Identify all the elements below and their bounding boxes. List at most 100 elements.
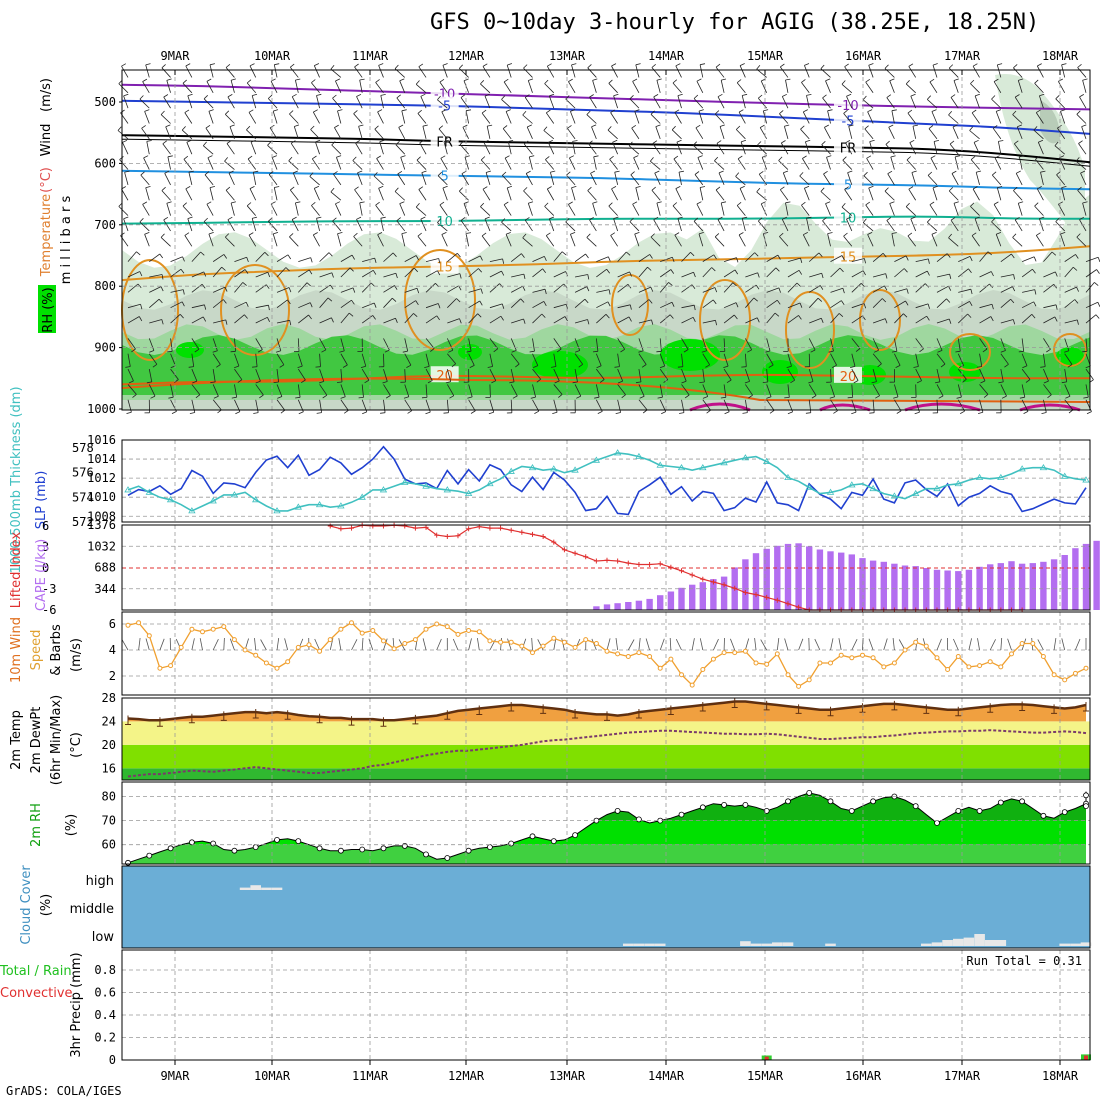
rh-marker <box>125 859 131 866</box>
wind-barb-flag <box>415 300 419 306</box>
temp-minmax-whisker <box>891 700 898 711</box>
wind-barb <box>141 128 150 140</box>
wind-barb-flag <box>635 63 641 66</box>
wind-barb-flag <box>1018 201 1024 204</box>
wind-barb-flag <box>798 315 802 320</box>
wind-barb-flag <box>265 284 270 289</box>
surface-wind-barb <box>338 638 342 651</box>
surface-wind-barb <box>1000 637 1003 651</box>
wind-barb <box>915 258 929 263</box>
wind-barb-flag <box>418 63 424 68</box>
wind-barb-flag <box>549 93 555 97</box>
wind-barb <box>927 175 938 186</box>
rh-marker <box>785 798 791 805</box>
thickness-marker <box>933 484 941 492</box>
wind-barb-flag <box>441 232 447 235</box>
wind-barb-flag <box>1058 78 1063 82</box>
thickness-marker <box>592 456 601 463</box>
surface-wind-barb <box>868 638 874 651</box>
slp-frame <box>121 439 1091 523</box>
wind-barb <box>163 96 171 109</box>
wind-speed-marker <box>242 647 248 653</box>
wind-barb <box>527 80 533 93</box>
wind-barb <box>503 204 512 216</box>
wind-barb-flag <box>437 303 441 309</box>
wind-barb-flag <box>970 79 975 84</box>
wind-barb <box>851 353 856 367</box>
wind-barb-flag <box>928 258 930 264</box>
rh-marker <box>1061 809 1068 815</box>
wind-barb-flag <box>141 125 146 129</box>
wind-barb <box>543 130 555 140</box>
cape-bar <box>1029 563 1036 610</box>
wind-barb-flag <box>919 348 924 353</box>
wind-barb-flag <box>736 125 741 130</box>
wind-barb <box>717 219 725 232</box>
wind-barb-flag <box>659 365 665 369</box>
thickness-axis-label: 1000-500mb Thickness (dm) <box>9 386 24 573</box>
wind-barb <box>782 172 789 186</box>
wind-barb <box>227 96 235 109</box>
wind-barb-flag <box>584 298 589 304</box>
wind-barb <box>532 338 535 352</box>
wind-barb <box>1014 219 1023 232</box>
wind-barb <box>958 256 971 263</box>
wind-barb <box>587 67 597 78</box>
wind-barb <box>337 110 342 124</box>
wind-barb-flag <box>820 187 825 192</box>
wind-barb <box>851 303 865 309</box>
wind-barb-flag <box>784 124 790 127</box>
wind-barb-flag <box>719 124 725 127</box>
wind-barb-flag <box>592 350 598 353</box>
cloud-level-label: low <box>92 930 115 945</box>
wind-barb-flag <box>649 157 654 162</box>
wind-barb-flag <box>1082 201 1088 204</box>
wind-barb <box>979 384 989 395</box>
wind-barb <box>249 188 257 201</box>
wind-barb-flag <box>739 185 745 189</box>
wind-barb <box>979 251 989 262</box>
wind-barb <box>617 283 629 293</box>
wind-barb-flag <box>549 216 555 220</box>
wind-barb-flag <box>228 170 234 174</box>
wind-barb-flag <box>158 298 163 304</box>
wind-barb <box>1061 64 1066 78</box>
thickness-marker <box>337 502 345 509</box>
wind-barb <box>719 126 725 139</box>
wind-barb-flag <box>459 64 463 69</box>
wind-barb <box>723 353 729 367</box>
wind-barb-flag <box>295 201 301 204</box>
wind-barb-flag <box>125 366 131 368</box>
wind-barb <box>298 269 310 278</box>
wind-barb <box>632 81 640 93</box>
wind-barb-flag <box>822 94 827 99</box>
wind-barb-flag <box>1057 124 1062 129</box>
wind-barb <box>872 399 875 413</box>
wind-barb-flag <box>855 348 861 352</box>
cloud-axis-label: Cloud Cover <box>19 865 34 945</box>
wind-speed-marker <box>753 660 759 666</box>
wind-barb-flag <box>225 63 231 68</box>
wind-barb-flag <box>1012 286 1016 292</box>
li-marker <box>732 585 738 591</box>
wind-barb <box>574 286 587 293</box>
cape-bar <box>689 584 696 610</box>
wind-barb <box>588 143 597 155</box>
wind-barb-flag <box>1086 411 1092 415</box>
wind-barb-flag <box>554 380 560 384</box>
wind-barb-flag <box>982 348 988 353</box>
cape-bar <box>699 582 706 610</box>
wind-barb-flag <box>354 186 359 191</box>
wind-barb <box>511 318 524 324</box>
wind-barb <box>723 314 735 324</box>
wind-barb <box>234 314 245 324</box>
wind-barb <box>1060 233 1066 247</box>
wind-barb-flag <box>940 363 946 368</box>
wind-barb <box>979 271 992 278</box>
wind-barb <box>140 174 150 186</box>
slp-series-line <box>127 445 1087 516</box>
wind-barb-flag <box>288 287 292 293</box>
wind-barb <box>894 300 906 309</box>
wind-barb-flag <box>1096 269 1100 274</box>
surface-wind-barb <box>368 638 374 651</box>
